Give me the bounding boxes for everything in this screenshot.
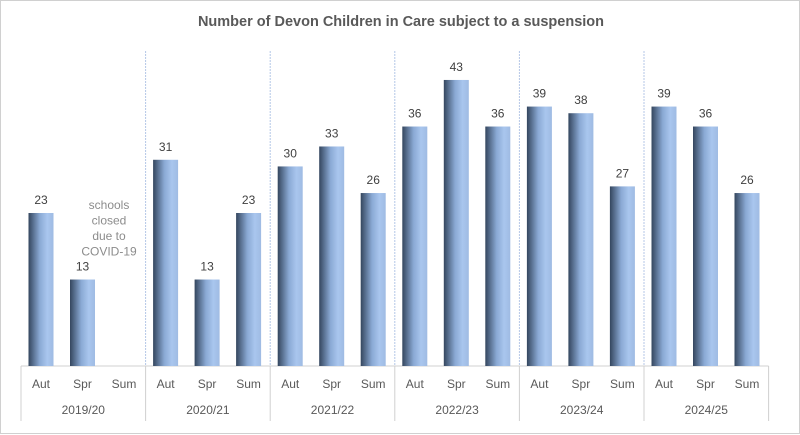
data-label: 30 — [284, 146, 298, 160]
covid-annotation: COVID-19 — [81, 245, 137, 259]
chart-title: Number of Devon Children in Care subject… — [198, 14, 604, 30]
bar — [236, 213, 262, 366]
term-label: Spr — [447, 377, 466, 391]
data-label: 39 — [533, 87, 547, 101]
term-label: Sum — [610, 377, 635, 391]
data-label: 39 — [657, 87, 671, 101]
data-label: 26 — [367, 173, 381, 187]
term-label: Sum — [735, 377, 760, 391]
data-label: 31 — [159, 140, 173, 154]
group-label: 2020/21 — [186, 403, 230, 417]
bar — [28, 213, 54, 366]
bar — [526, 106, 552, 366]
bar — [402, 126, 428, 367]
data-label: 43 — [450, 60, 464, 74]
term-label: Spr — [322, 377, 341, 391]
term-label: Aut — [530, 377, 549, 391]
term-label: Spr — [572, 377, 591, 391]
data-label: 23 — [34, 193, 48, 207]
bar — [485, 126, 511, 367]
group-label: 2022/23 — [435, 403, 479, 417]
bar — [277, 166, 303, 366]
bar — [693, 126, 718, 367]
data-label: 13 — [76, 260, 90, 274]
bar — [651, 106, 677, 366]
term-label: Aut — [157, 377, 176, 391]
data-label: 38 — [574, 93, 588, 107]
term-label: Aut — [281, 377, 300, 391]
group-label: 2019/20 — [62, 403, 106, 417]
term-label: Aut — [406, 377, 425, 391]
term-label: Spr — [198, 377, 217, 391]
data-label: 36 — [699, 107, 713, 121]
bar — [443, 79, 469, 367]
bar — [360, 193, 386, 366]
group-label: 2023/24 — [560, 403, 604, 417]
covid-annotation: schools — [89, 198, 130, 212]
bar — [734, 193, 760, 366]
data-label: 27 — [616, 166, 630, 180]
data-label: 23 — [242, 193, 256, 207]
term-label: Aut — [32, 377, 51, 391]
term-label: Spr — [73, 377, 92, 391]
term-label: Spr — [696, 377, 715, 391]
bar — [609, 186, 635, 366]
bar — [319, 146, 345, 366]
group-label: 2024/25 — [685, 403, 729, 417]
data-label: 13 — [200, 260, 214, 274]
bar — [568, 113, 594, 366]
term-label: Sum — [112, 377, 137, 391]
term-label: Sum — [361, 377, 386, 391]
term-label: Sum — [236, 377, 261, 391]
data-label: 26 — [740, 173, 754, 187]
bar — [153, 159, 179, 366]
bar — [194, 279, 220, 366]
bar — [70, 279, 95, 366]
term-label: Sum — [485, 377, 510, 391]
covid-annotation: due to — [92, 229, 126, 243]
data-label: 36 — [491, 107, 505, 121]
data-label: 33 — [325, 126, 339, 140]
term-label: Aut — [655, 377, 674, 391]
group-label: 2021/22 — [311, 403, 355, 417]
covid-annotation: closed — [92, 214, 127, 228]
data-label: 36 — [408, 107, 422, 121]
